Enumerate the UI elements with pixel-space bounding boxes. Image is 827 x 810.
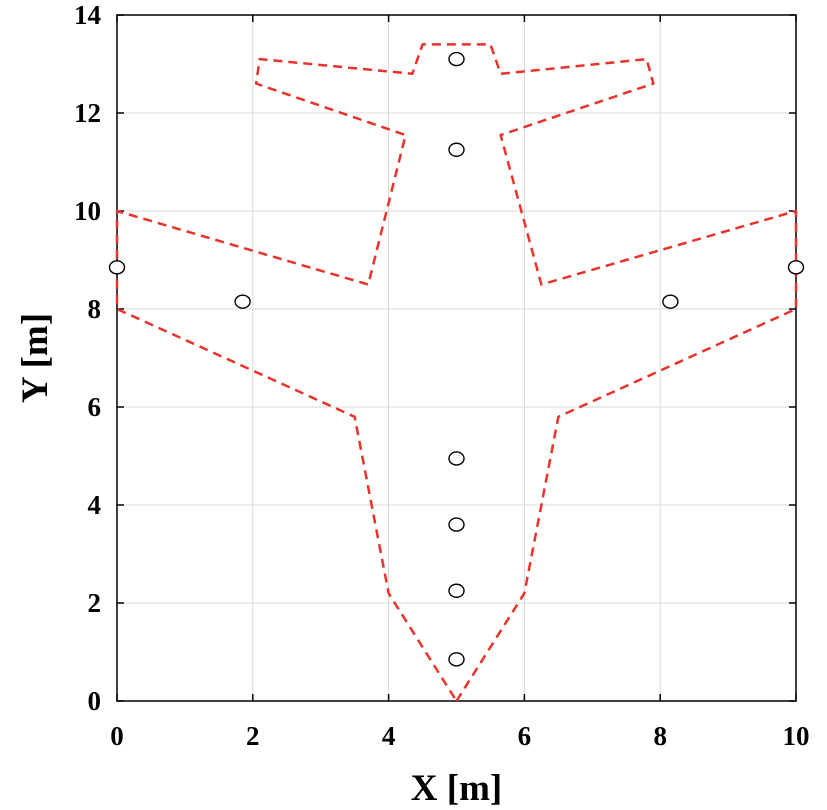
sensor-point-marker (787, 260, 805, 275)
sensor-point-marker (234, 294, 251, 309)
sensor-point-marker (448, 583, 465, 598)
sensor-point-marker (662, 294, 679, 309)
y-tick-label: 10 (74, 196, 101, 226)
y-tick-label: 8 (88, 294, 102, 324)
x-tick-label: 6 (518, 721, 532, 751)
plot-frame (116, 14, 797, 702)
sensor-point-marker (448, 517, 465, 532)
sensor-point-marker (448, 451, 465, 466)
x-axis-label: X [m] (411, 768, 502, 809)
x-tick-label: 10 (783, 721, 810, 751)
sensor-point-marker (108, 260, 126, 275)
x-tick-label: 4 (382, 721, 396, 751)
axis-ticks: 0 2 4 6 8 10 0 2 4 6 8 10 12 14 (74, 0, 810, 751)
sensor-point-marker (448, 142, 465, 157)
y-tick-label: 6 (88, 392, 102, 422)
y-tick-label: 14 (74, 0, 101, 30)
y-tick-label: 0 (88, 686, 102, 716)
sensor-points (108, 51, 805, 667)
sensor-point-marker (448, 51, 465, 67)
grid (117, 15, 796, 701)
y-axis-label: Y [m] (15, 313, 56, 403)
x-tick-label: 2 (246, 721, 260, 751)
x-tick-label: 8 (653, 721, 667, 751)
aircraft-outline (115, 43, 798, 702)
x-tick-label: 0 (110, 721, 124, 751)
y-tick-label: 2 (88, 588, 102, 618)
y-tick-label: 12 (74, 98, 101, 128)
y-tick-label: 4 (88, 490, 102, 520)
sensor-point-marker (448, 652, 465, 667)
